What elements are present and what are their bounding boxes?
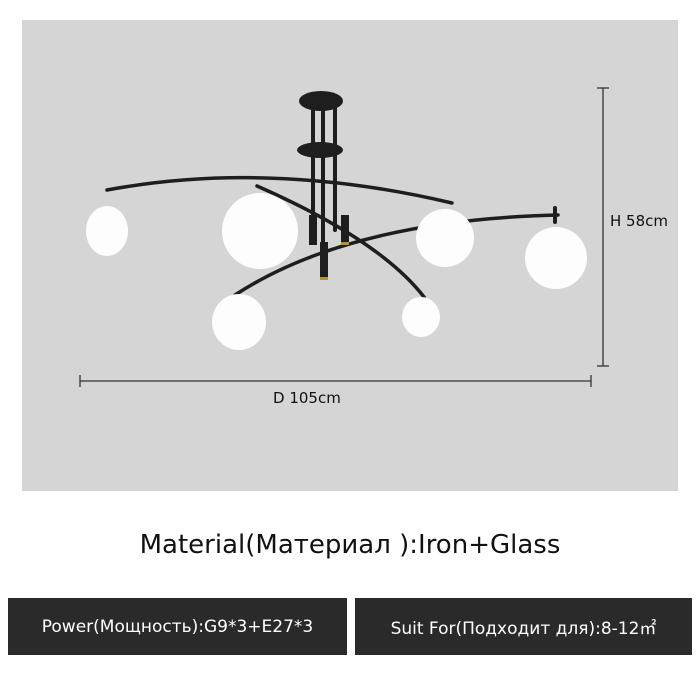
power-spec: Power(Мощность):G9*3+E27*3	[41, 616, 314, 637]
chandelier	[105, 91, 560, 299]
globe	[86, 206, 128, 256]
arm	[105, 175, 454, 205]
globe	[402, 297, 440, 337]
globe	[222, 193, 298, 269]
power-spec-box: Power(Мощность):G9*3+E27*3	[8, 598, 347, 655]
socket	[309, 215, 317, 245]
middle-disc	[297, 142, 343, 158]
arm	[233, 213, 560, 297]
globe	[525, 227, 587, 289]
ceiling-canopy	[299, 91, 343, 111]
height-label: H 58cm	[610, 212, 668, 230]
globe	[212, 294, 266, 350]
glass-globes	[86, 193, 587, 350]
socket	[320, 242, 328, 277]
socket	[341, 215, 349, 245]
material-text: Material(Материал ):Iron+Glass	[139, 530, 561, 560]
diameter-label: D 105cm	[273, 389, 341, 407]
dimension-lines	[79, 87, 609, 387]
globe	[416, 209, 474, 267]
suit-for-spec-box: Suit For(Подходит для):8-12㎡	[355, 598, 692, 655]
suit-for-spec: Suit For(Подходит для):8-12㎡	[390, 619, 657, 639]
